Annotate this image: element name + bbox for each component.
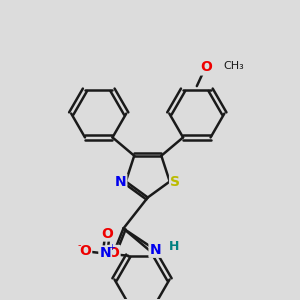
Text: -: -	[77, 240, 81, 250]
Text: +: +	[108, 243, 115, 252]
Text: N: N	[115, 175, 126, 188]
Text: H: H	[169, 240, 179, 253]
Text: S: S	[170, 175, 180, 188]
Text: O: O	[108, 246, 120, 260]
Text: O: O	[79, 244, 91, 258]
Text: N: N	[149, 243, 161, 257]
Text: O: O	[101, 226, 113, 241]
Text: O: O	[201, 61, 212, 74]
Text: CH₃: CH₃	[224, 61, 244, 71]
Text: N: N	[99, 247, 111, 260]
